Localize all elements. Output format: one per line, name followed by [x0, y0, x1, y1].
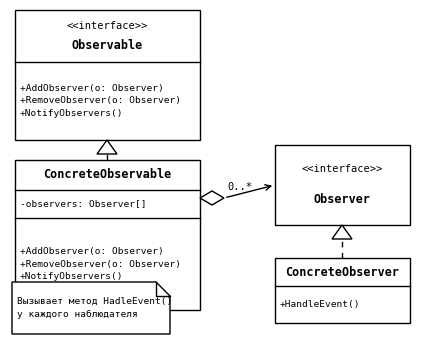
Polygon shape [12, 282, 170, 334]
Text: Observer: Observer [314, 193, 371, 206]
Polygon shape [332, 225, 352, 239]
Bar [275, 145, 410, 225]
Text: +AddObserver(o: Observer)
+RemoveObserver(o: Observer)
+NotifyObservers(): +AddObserver(o: Observer) +RemoveObserve… [20, 247, 181, 281]
Bar [275, 258, 410, 323]
Text: <<interface>>: <<interface>> [67, 21, 148, 31]
Text: Observable: Observable [72, 39, 143, 52]
Text: ConcreteObserver: ConcreteObserver [286, 266, 399, 279]
Polygon shape [200, 191, 224, 205]
Text: +AddObserver(o: Observer)
+RemoveObserver(o: Observer)
+NotifyObservers(): +AddObserver(o: Observer) +RemoveObserve… [20, 84, 181, 118]
Polygon shape [97, 140, 117, 154]
Text: 0..*: 0..* [227, 182, 252, 192]
Text: Вызывает метод HadleEvent()
у каждого наблюдателя: Вызывает метод HadleEvent() у каждого на… [17, 297, 172, 319]
Text: +HandleEvent(): +HandleEvent() [280, 300, 360, 309]
Text: <<interface>>: <<interface>> [302, 164, 383, 174]
Bar [15, 160, 200, 310]
Text: ConcreteObservable: ConcreteObservable [44, 169, 172, 182]
Bar [15, 10, 200, 140]
Text: -observers: Observer[]: -observers: Observer[] [20, 200, 146, 208]
